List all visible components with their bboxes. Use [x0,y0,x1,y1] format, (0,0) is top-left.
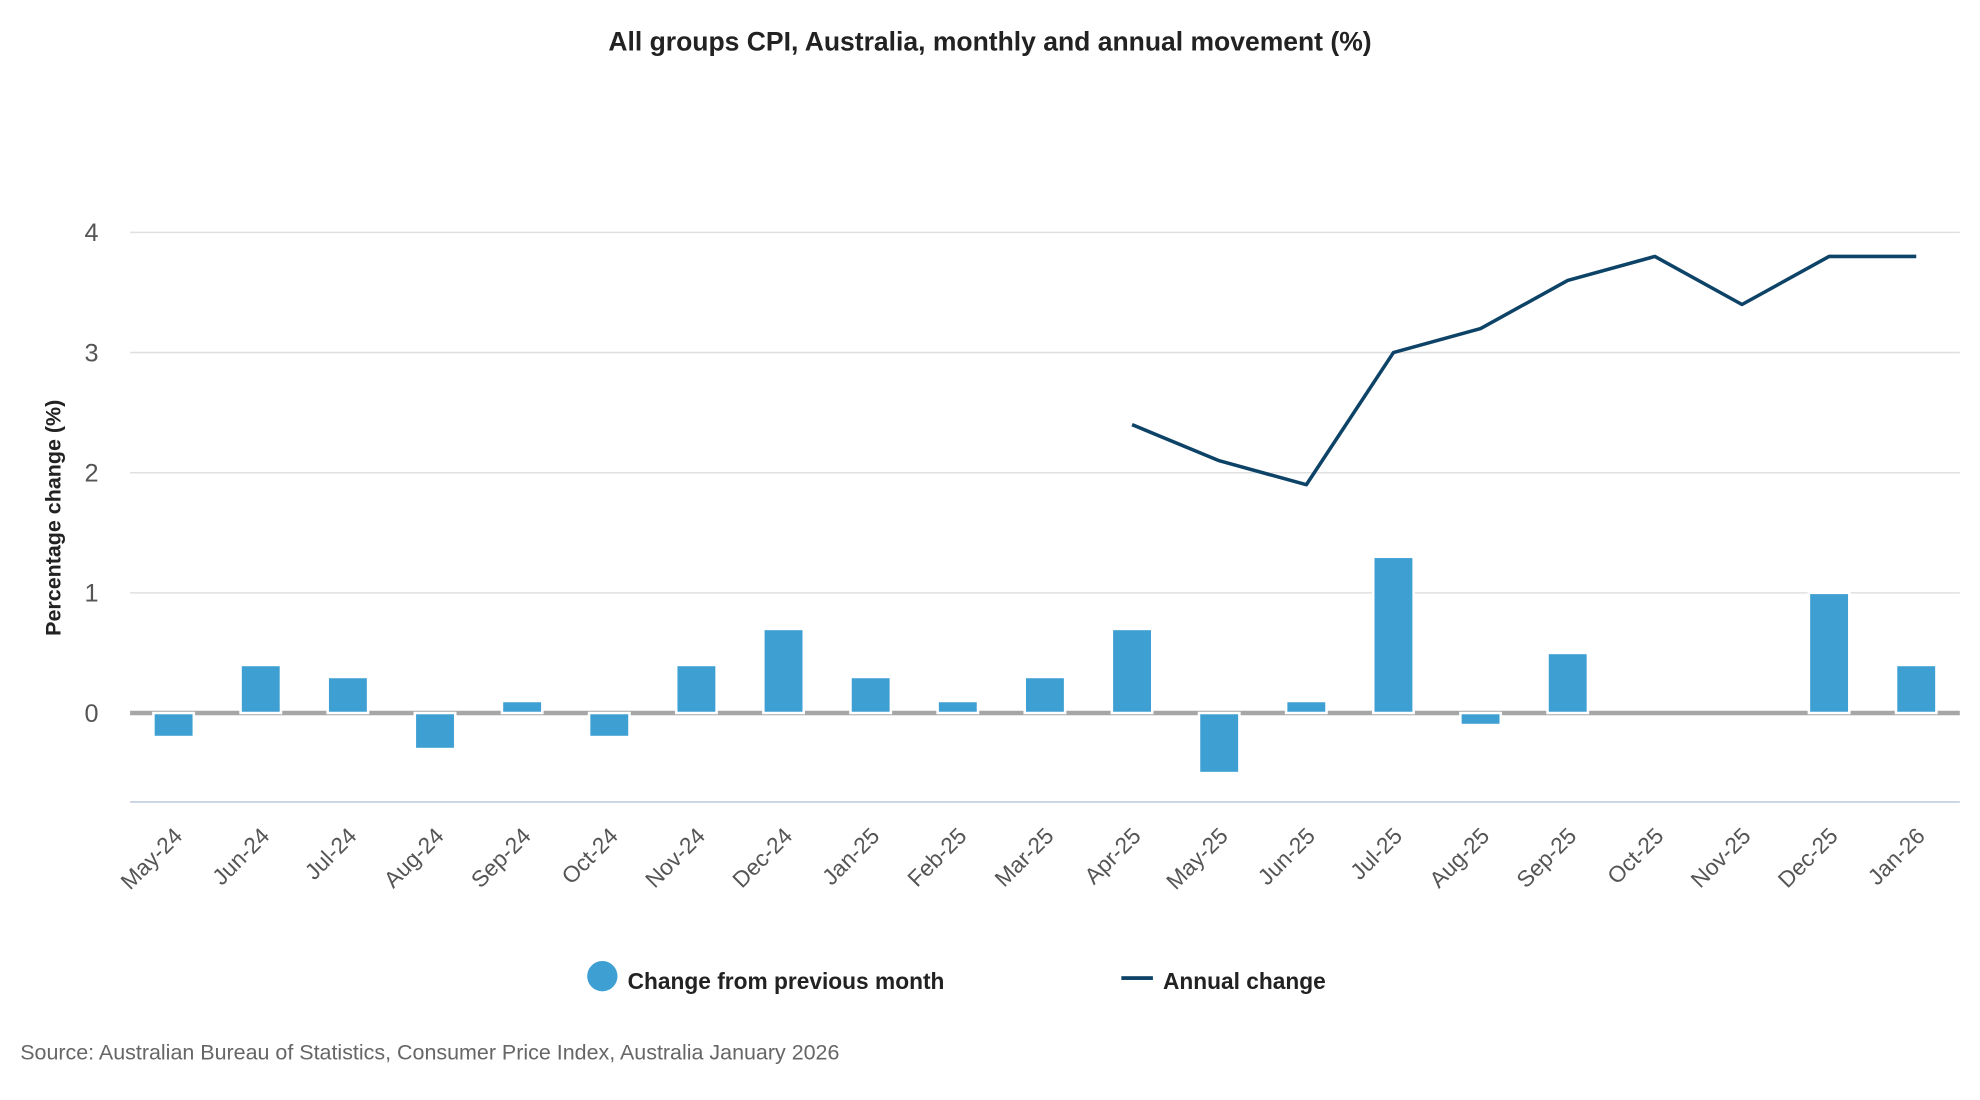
x-tick-label: Sep-24 [466,822,536,892]
x-tick-label: May-24 [115,822,187,894]
bar-Jul-24 [326,675,370,715]
bar-Nov-24 [674,663,718,715]
x-tick-label: Apr-25 [1079,822,1146,889]
x-axis-ticks: May-24 Jun-24 Jul-24 Aug-24 Sep-24 Oct-24 Nov-… [115,822,1930,894]
x-tick-label: Oct-24 [556,822,623,889]
bar-Oct-24 [587,711,631,739]
x-tick-label: Aug-24 [378,822,448,892]
bar-Jan-26 [1894,663,1938,715]
y-tick-label: 4 [84,219,98,247]
gridlines [130,231,1960,803]
x-tick-label: Jun-24 [207,822,275,890]
x-tick-label: Jul-24 [299,822,361,884]
y-tick-label: 1 [84,580,98,608]
bar-Jun-25 [1284,699,1328,715]
x-tick-label: Oct-25 [1602,822,1669,889]
annual-change-line [1131,254,1917,487]
bar-series [152,555,1938,775]
bar-Sep-24 [500,699,544,715]
x-tick-label: Mar-25 [989,822,1058,891]
bar-May-24 [152,711,196,739]
x-tick-label: Nov-25 [1685,822,1755,892]
x-tick-label: Jan-26 [1862,822,1930,890]
x-tick-label: Dec-25 [1773,822,1843,892]
legend: Change from previous month Annual change [587,961,1326,994]
bar-Dec-24 [762,627,806,715]
x-tick-label: Aug-25 [1424,822,1494,892]
bar-Dec-25 [1807,591,1851,715]
bar-Mar-25 [1023,675,1067,715]
x-tick-label: May-25 [1161,822,1233,894]
bar-May-25 [1197,711,1241,775]
x-tick-label: Jun-25 [1252,822,1320,890]
bar-Aug-24 [413,711,457,751]
x-tick-label: Feb-25 [902,822,971,891]
x-tick-label: Dec-24 [727,822,797,892]
chart-title: All groups CPI, Australia, monthly and a… [608,27,1371,57]
bar-Feb-25 [936,699,980,715]
x-tick-label: Sep-25 [1511,822,1581,892]
bar-Jan-25 [849,675,893,715]
y-axis-ticks: 0 1 2 3 4 [84,219,98,728]
bar-Jun-24 [239,663,283,715]
legend-line-swatch [1121,976,1153,980]
source-note: Source: Australian Bureau of Statistics,… [20,1041,839,1065]
x-tick-label: Nov-24 [640,822,710,892]
bar-Jul-25 [1371,555,1415,715]
bar-Sep-25 [1546,651,1590,715]
bar-Apr-25 [1110,627,1154,715]
y-tick-label: 2 [84,460,98,488]
legend-bar-label: Change from previous month [628,968,945,994]
legend-bar-swatch [587,961,618,992]
line-series [1131,254,1917,487]
x-tick-label: Jul-25 [1345,822,1407,884]
bar-Aug-25 [1459,711,1503,727]
y-tick-label: 3 [84,339,98,367]
y-tick-label: 0 [84,700,98,728]
y-axis-label: Percentage change (%) [42,400,66,636]
x-tick-label: Jan-25 [817,822,885,890]
legend-line-label: Annual change [1163,968,1326,994]
